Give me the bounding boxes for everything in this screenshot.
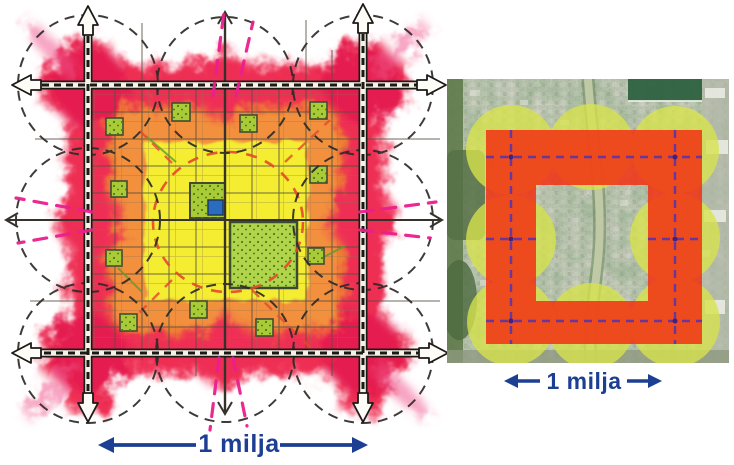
aerial-photo-panel — [447, 79, 729, 363]
road-arrow-left-icon — [11, 342, 42, 364]
thin-arrow-left-icon — [4, 212, 19, 228]
road-arrow-up-icon — [77, 5, 99, 36]
left-plan-sketch — [4, 3, 449, 432]
road-arrow-right-icon — [416, 74, 447, 96]
left-scale-arrow-left-icon — [98, 437, 196, 453]
thin-arrow-down-icon — [217, 401, 233, 416]
left-scale-arrow-right-icon — [280, 437, 368, 453]
scale-annotations — [98, 374, 662, 453]
right-scale-arrow-left-icon — [504, 374, 540, 388]
overlay-transit-dashes — [486, 130, 702, 344]
left-scale-label: 1 milja — [198, 430, 280, 458]
right-scale-arrow-right-icon — [627, 374, 662, 388]
school-site — [189, 182, 226, 219]
civic-blue-square — [207, 199, 224, 216]
overlay-red-corridor-ring — [486, 130, 702, 344]
overlay-station-nodes — [508, 154, 678, 324]
thin-arrow-up-icon — [217, 10, 233, 25]
central-park — [228, 220, 299, 290]
plan-parks — [105, 101, 328, 337]
road-arrow-right-icon — [418, 342, 449, 364]
plan-mid-streets — [4, 10, 444, 416]
thin-arrow-right-icon — [429, 212, 444, 228]
road-arrow-left-icon — [11, 74, 42, 96]
right-scale-label: 1 milja — [546, 368, 622, 394]
road-arrow-up-icon — [352, 3, 374, 34]
magenta-transit-rays — [14, 10, 438, 432]
